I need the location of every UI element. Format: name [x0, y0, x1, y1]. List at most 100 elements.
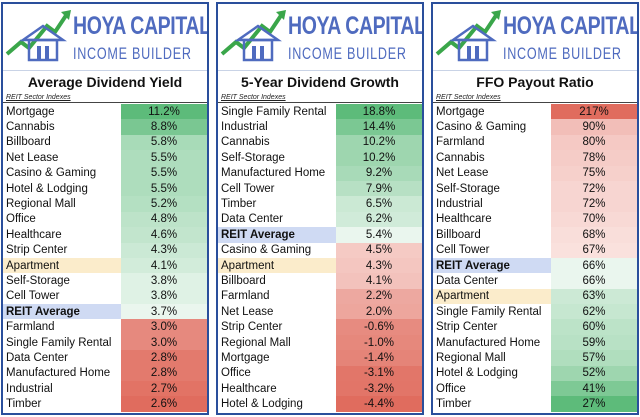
sector-value: 70% [551, 211, 637, 228]
sector-name: Farmland [6, 321, 55, 334]
sector-name: Single Family Rental [221, 105, 327, 118]
sector-value: 5.5% [121, 150, 207, 166]
table-row: Hotel & Lodging 52% [433, 365, 637, 382]
table-row: REIT Average 5.4% [218, 227, 422, 243]
sector-name: Timber [436, 398, 472, 411]
table-row: Healthcare 4.6% [3, 227, 207, 243]
table-row: REIT Average 66% [433, 257, 637, 274]
sector-value: 80% [551, 134, 637, 151]
ffo-payout-panel: HOYA CAPITAL INCOME BUILDER FFO Payout R… [431, 2, 639, 415]
table-row: Hotel & Lodging 5.5% [3, 180, 207, 197]
table-row: Regional Mall 57% [433, 350, 637, 366]
sector-name: Casino & Gaming [6, 167, 97, 180]
brand-name: HOYA CAPITAL [73, 12, 209, 40]
sector-name: REIT Average [433, 257, 551, 274]
table-row: Healthcare 70% [433, 211, 637, 228]
sector-value: 2.2% [336, 288, 422, 305]
table-row: Single Family Rental 62% [433, 304, 637, 320]
sector-value: 3.0% [121, 319, 207, 335]
sector-value: 4.5% [336, 242, 422, 258]
brand-tagline: INCOME BUILDER [73, 44, 192, 63]
panel-title: 5-Year Dividend Growth [218, 70, 422, 93]
sector-name: Data Center [221, 213, 284, 226]
sector-value: 60% [551, 319, 637, 335]
table-row: Industrial 2.7% [3, 381, 207, 397]
sector-value: 57% [551, 350, 637, 366]
sector-name: Strip Center [6, 244, 68, 257]
brand-tagline: INCOME BUILDER [503, 44, 622, 63]
table-row: Farmland 3.0% [3, 319, 207, 335]
sector-value: 217% [551, 104, 637, 120]
table-row: Industrial 72% [433, 196, 637, 212]
table-row: Healthcare -3.2% [218, 381, 422, 397]
sector-value: 52% [551, 365, 637, 382]
sector-value: 5.5% [121, 165, 207, 181]
sector-value: 10.2% [336, 134, 422, 151]
hoya-capital-logo: HOYA CAPITAL INCOME BUILDER [3, 4, 207, 68]
sector-name: Strip Center [221, 321, 283, 334]
table-row: Data Center 2.8% [3, 350, 207, 366]
table-row: Manufactured Home 9.2% [218, 165, 422, 181]
sector-name: Healthcare [6, 228, 62, 241]
sector-name: Cannabis [436, 151, 485, 164]
sector-name: Strip Center [436, 321, 498, 334]
sector-value: 3.0% [121, 334, 207, 351]
sub-header: REIT Sector Indexes [218, 93, 422, 103]
table-row: Office -3.1% [218, 365, 422, 382]
table-row: Single Family Rental 18.8% [218, 104, 422, 120]
sector-value: 11.2% [121, 104, 207, 120]
dividend-yield-panel: HOYA CAPITAL INCOME BUILDER Average Divi… [1, 2, 209, 415]
sector-name: Farmland [221, 290, 270, 303]
table-row: Billboard 4.1% [218, 273, 422, 289]
sector-value: 5.8% [121, 134, 207, 151]
sector-name: Regional Mall [436, 351, 506, 364]
sector-value: 5.2% [121, 196, 207, 212]
table-row: Cell Tower 67% [433, 242, 637, 258]
sector-name: Cell Tower [221, 182, 275, 195]
table-row: Mortgage 11.2% [3, 104, 207, 120]
table-row: Hotel & Lodging -4.4% [218, 396, 422, 412]
sector-name: Industrial [436, 198, 483, 211]
sector-value: 67% [551, 242, 637, 258]
sector-value: -3.1% [336, 365, 422, 382]
sector-value: 8.8% [121, 119, 207, 135]
sector-value: 75% [551, 165, 637, 181]
sector-value: 4.8% [121, 211, 207, 228]
sector-value: 3.7% [121, 304, 207, 320]
table-row: Timber 2.6% [3, 396, 207, 412]
table-row: Apartment 63% [433, 288, 637, 305]
sector-name: REIT Average [218, 227, 336, 243]
sector-value: 72% [551, 196, 637, 212]
sector-name: Single Family Rental [436, 305, 542, 318]
sector-value: 4.3% [121, 242, 207, 258]
sector-value: 2.0% [336, 304, 422, 320]
sector-value: 66% [551, 273, 637, 289]
table-row: Timber 6.5% [218, 196, 422, 212]
sector-value: 4.1% [121, 257, 207, 274]
sector-name: Self-Storage [6, 274, 70, 287]
sector-name: Regional Mall [221, 336, 291, 349]
sector-value: -1.4% [336, 350, 422, 366]
sector-name: Manufactured Home [436, 336, 541, 349]
table-row: Single Family Rental 3.0% [3, 334, 207, 351]
sector-value: 59% [551, 334, 637, 351]
sector-name: Hotel & Lodging [221, 398, 303, 411]
sector-name: Apartment [3, 257, 121, 274]
sector-name: Healthcare [221, 382, 277, 395]
sector-value: 4.6% [121, 227, 207, 243]
table-row: Cannabis 8.8% [3, 119, 207, 135]
table-row: Farmland 2.2% [218, 288, 422, 305]
sector-value: 4.3% [336, 257, 422, 274]
table-row: Manufactured Home 2.8% [3, 365, 207, 382]
sector-value: 27% [551, 396, 637, 412]
sector-name: Apartment [433, 288, 551, 305]
table-row: Strip Center 4.3% [3, 242, 207, 258]
table-row: Self-Storage 10.2% [218, 150, 422, 166]
brand-tagline: INCOME BUILDER [288, 44, 407, 63]
table-row: Regional Mall -1.0% [218, 334, 422, 351]
sector-name: Billboard [221, 274, 266, 287]
sector-name: REIT Average [3, 304, 121, 320]
sector-name: Timber [6, 398, 42, 411]
dividend-growth-panel: HOYA CAPITAL INCOME BUILDER 5-Year Divid… [216, 2, 424, 415]
sector-value: 6.5% [336, 196, 422, 212]
